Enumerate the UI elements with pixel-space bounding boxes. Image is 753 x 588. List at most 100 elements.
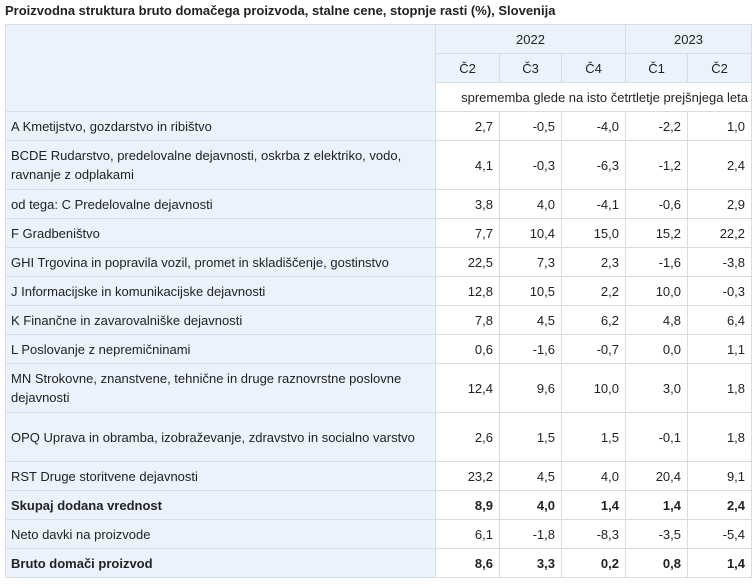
quarter-header: Č2 [435,53,500,83]
year-header-row: 2022 2023 [5,24,753,112]
row-label: F Gradbeništvo [5,218,436,248]
table-row: MN Strokovne, znanstvene, tehnične in dr… [5,363,753,413]
row-label: GHI Trgovina in popravila vozil, promet … [5,247,436,277]
value-cell: 2,9 [686,189,753,219]
value-cell: 1,8 [686,412,753,462]
value-cell: -1,6 [499,334,562,364]
value-cell: -0,1 [625,412,688,462]
value-cell: 4,1 [435,140,500,190]
value-cell: 10,5 [499,276,562,306]
table-row: Neto davki na proizvode 6,1 -1,8 -8,3 -3,5 -5… [5,519,753,549]
table-row: OPQ Uprava in obramba, izobraževanje, zd… [5,412,753,462]
value-cell: 2,2 [561,276,626,306]
value-cell: -5,4 [686,519,753,549]
value-cell: 10,4 [499,218,562,248]
row-label: RST Druge storitvene dejavnosti [5,461,436,491]
row-label: OPQ Uprava in obramba, izobraževanje, zd… [5,412,436,462]
row-label: Neto davki na proizvode [5,519,436,549]
value-cell: -3,5 [625,519,688,549]
value-cell: 8,6 [435,548,500,578]
table-row: BCDE Rudarstvo, predelovalne dejavnosti,… [5,140,753,190]
value-cell: 4,5 [499,461,562,491]
table-row: RST Druge storitvene dejavnosti 23,2 4,5 4,… [5,461,753,491]
value-cell: 9,1 [686,461,753,491]
value-cell: 2,4 [686,490,753,520]
value-cell: 4,0 [561,461,626,491]
table-row: A Kmetijstvo, gozdarstvo in ribištvo 2,7-… [5,111,753,141]
value-cell: -0,7 [561,334,626,364]
value-cell: -6,3 [561,140,626,190]
value-cell: 4,0 [499,490,562,520]
table-title: Proizvodna struktura bruto domačega proi… [5,3,556,18]
value-cell: 1,8 [686,363,753,413]
value-cell: -1,6 [625,247,688,277]
value-cell: 0,0 [625,334,688,364]
table-row: GHI Trgovina in popravila vozil, promet … [5,247,753,277]
value-cell: 1,1 [686,334,753,364]
value-cell: 1,4 [686,548,753,578]
row-label: od tega: C Predelovalne dejavnosti [5,189,436,219]
value-cell: -1,8 [499,519,562,549]
table-row: Bruto domači proizvod 8,6 3,3 0,2 0,8 1,4 [5,548,753,578]
value-cell: 0,6 [435,334,500,364]
row-label: A Kmetijstvo, gozdarstvo in ribištvo [5,111,436,141]
value-cell: 22,5 [435,247,500,277]
value-cell: 0,8 [625,548,688,578]
value-cell: 4,0 [499,189,562,219]
table-row: F Gradbeništvo 7,7 10,4 15,0 15,2 22,2 [5,218,753,248]
value-cell: -1,2 [625,140,688,190]
value-cell: 1,4 [561,490,626,520]
quarter-header: Č3 [499,53,562,83]
value-cell: 6,2 [561,305,626,335]
gdp-growth-table: 2022 2023 Č2 Č3 Č4 Č1 Č2 sprememba glede… [5,24,753,578]
value-cell: 2,7 [435,111,500,141]
value-cell: 7,3 [499,247,562,277]
table-row: L Poslovanje z nepremičninami 0,6 -1,6 -0,7… [5,334,753,364]
value-cell: 9,6 [499,363,562,413]
quarter-header-row: Č2 Č3 Č4 Č1 Č2 [6,53,753,83]
value-cell: 1,4 [625,490,688,520]
table-header: 2022 2023 Č2 Č3 Č4 Č1 Č2 sprememba glede… [5,24,753,112]
value-cell: -2,2 [625,111,688,141]
value-cell: -4,0 [561,111,626,141]
value-cell: 6,1 [435,519,500,549]
row-label: BCDE Rudarstvo, predelovalne dejavnosti,… [5,140,436,190]
value-cell: -4,1 [561,189,626,219]
value-cell: 22,2 [686,218,753,248]
value-cell: 4,5 [499,305,562,335]
table-row: od tega: C Predelovalne dejavnosti 3,8 4,0… [5,189,753,219]
table-row: Skupaj dodana vrednost 8,9 4,0 1,4 1,4 2,4 [5,490,753,520]
value-cell: 2,3 [561,247,626,277]
value-cell: -0,3 [499,140,562,190]
value-cell: 12,8 [435,276,500,306]
value-cell: 20,4 [625,461,688,491]
year-header-2022: 2022 [435,24,626,54]
value-cell: 10,0 [625,276,688,306]
row-label: Skupaj dodana vrednost [5,490,436,520]
row-label: K Finančne in zavarovalniške dejavnosti [5,305,436,335]
value-cell: 7,7 [435,218,500,248]
row-label: Bruto domači proizvod [5,548,436,578]
value-cell: 2,6 [435,412,500,462]
value-cell: 23,2 [435,461,500,491]
value-cell: 1,5 [499,412,562,462]
value-cell: -0,6 [625,189,688,219]
value-cell: 0,2 [561,548,626,578]
quarter-header: Č4 [561,53,626,83]
value-cell: 7,8 [435,305,500,335]
header-corner-cell [5,24,436,112]
table-body: A Kmetijstvo, gozdarstvo in ribištvo 2,7-… [5,111,753,578]
value-cell: -0,3 [686,276,753,306]
value-cell: 1,0 [686,111,753,141]
value-cell: -0,5 [499,111,562,141]
value-cell: 3,0 [625,363,688,413]
table-row: J Informacijske in komunikacijske dejavn… [5,276,753,306]
measure-header-row: sprememba glede na isto četrtletje prejš… [6,82,753,112]
value-cell: 1,5 [561,412,626,462]
quarter-header: Č1 [625,53,688,83]
table-row: K Finančne in zavarovalniške dejavnosti 7… [5,305,753,335]
measure-note: sprememba glede na isto četrtletje prejš… [434,82,753,112]
value-cell: 4,8 [625,305,688,335]
value-cell: 2,4 [686,140,753,190]
year-header-2023: 2023 [624,24,753,54]
